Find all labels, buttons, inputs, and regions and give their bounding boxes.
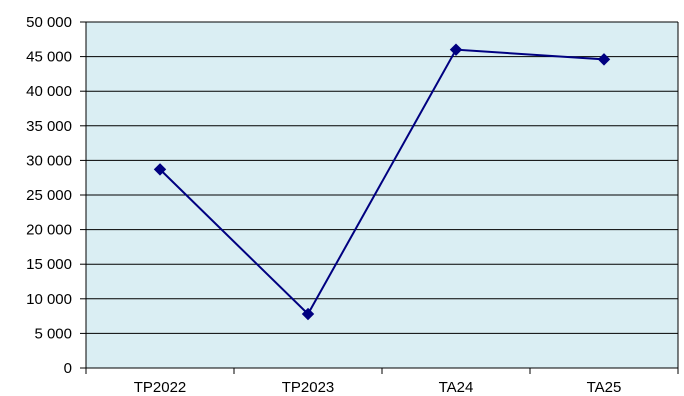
y-tick-label: 0 <box>64 360 72 377</box>
x-tick-label: TA24 <box>439 379 474 396</box>
y-tick-label: 5 000 <box>34 325 72 342</box>
y-tick-label: 35 000 <box>26 118 72 135</box>
y-tick-label: 20 000 <box>26 222 72 239</box>
y-tick-label: 50 000 <box>26 14 72 31</box>
data-point-marker <box>449 43 463 56</box>
x-tick-label: TA25 <box>587 379 622 396</box>
y-gridlines <box>86 21 678 334</box>
series-group <box>153 43 611 321</box>
y-tick-label: 10 000 <box>26 291 72 308</box>
x-axis-ticks: TP2022 TP2023 TA24 TA25 <box>85 368 679 396</box>
y-tick-label: 15 000 <box>26 256 72 273</box>
x-tick-label: TP2022 <box>134 379 187 396</box>
data-point-marker <box>153 163 167 176</box>
y-tick-label: 40 000 <box>26 83 72 100</box>
y-tick-label: 45 000 <box>26 49 72 66</box>
data-point-marker <box>301 307 315 321</box>
y-axis-ticks: 0 5 000 10 000 15 000 20 000 25 000 30 000 35 0… <box>26 14 86 377</box>
y-tick-label: 30 000 <box>26 152 72 169</box>
x-tick-label: TP2023 <box>282 379 335 396</box>
y-tick-label: 25 000 <box>26 187 72 204</box>
data-point-marker <box>597 53 611 66</box>
series-line <box>159 48 605 316</box>
